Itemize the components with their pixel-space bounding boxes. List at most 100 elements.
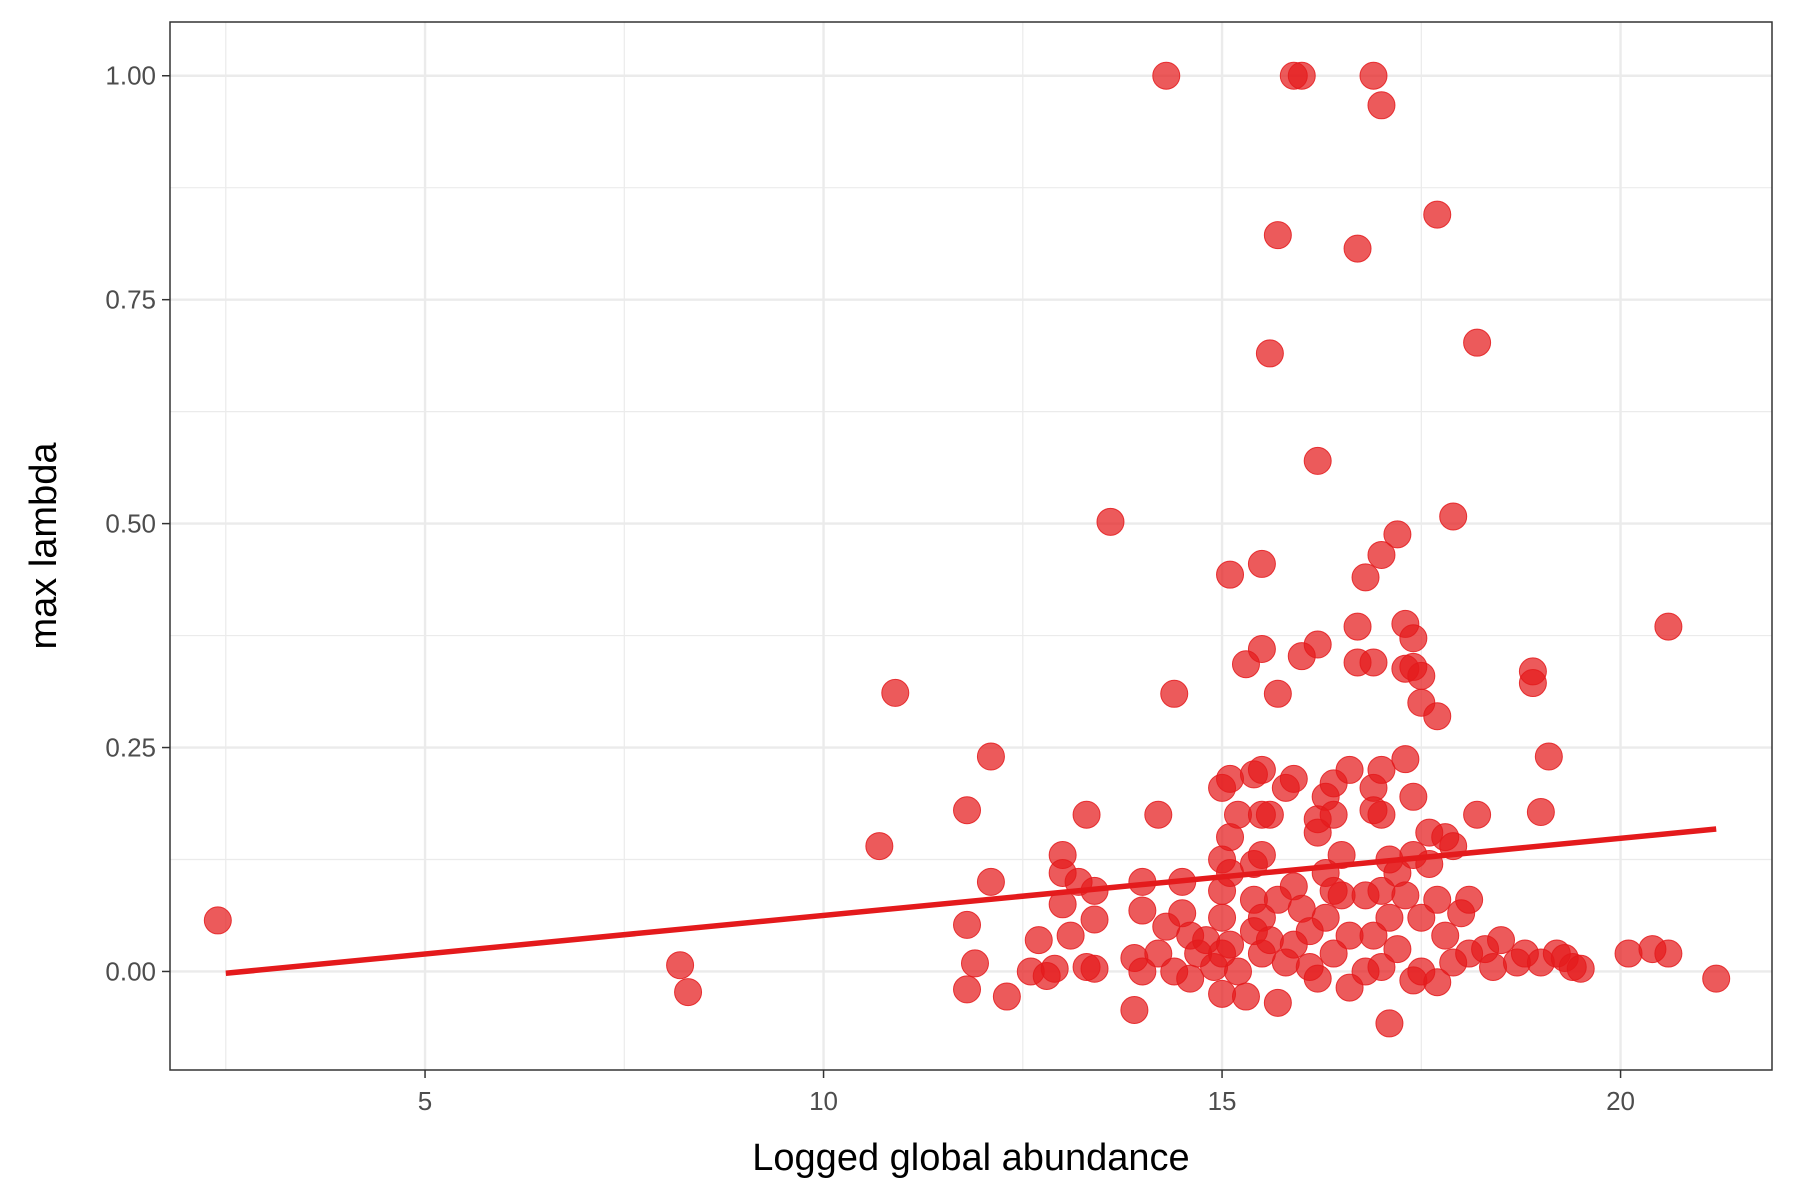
data-point bbox=[953, 910, 982, 939]
data-point bbox=[1359, 648, 1388, 677]
data-point bbox=[1216, 560, 1245, 589]
y-tick-label: 0.00 bbox=[105, 956, 156, 986]
data-point bbox=[1463, 800, 1492, 829]
data-point bbox=[992, 982, 1021, 1011]
y-axis-title: max lambda bbox=[23, 442, 65, 650]
data-point bbox=[1208, 979, 1237, 1008]
data-point bbox=[1247, 549, 1276, 578]
data-point bbox=[674, 978, 703, 1007]
data-point bbox=[1255, 926, 1284, 955]
data-point bbox=[1423, 885, 1452, 914]
data-point bbox=[953, 796, 982, 825]
data-point bbox=[1231, 982, 1260, 1011]
trend-line bbox=[225, 826, 1717, 976]
data-point bbox=[1423, 702, 1452, 731]
data-point bbox=[1343, 234, 1372, 263]
data-point bbox=[1407, 903, 1436, 932]
y-axis: 0.00 0.25 0.50 0.75 1.00 bbox=[105, 61, 170, 986]
data-point bbox=[1367, 800, 1396, 829]
data-point bbox=[1208, 903, 1237, 932]
data-point bbox=[1319, 800, 1348, 829]
data-point bbox=[1367, 91, 1396, 120]
data-point bbox=[1080, 905, 1109, 934]
data-point bbox=[1024, 926, 1053, 955]
data-point bbox=[1383, 935, 1412, 964]
data-point bbox=[1040, 954, 1069, 983]
data-point bbox=[203, 906, 232, 935]
data-point bbox=[1343, 612, 1372, 641]
y-tick-label: 1.00 bbox=[105, 61, 156, 91]
data-point bbox=[1654, 612, 1683, 641]
data-point bbox=[1096, 507, 1125, 536]
y-tick-label: 0.25 bbox=[105, 733, 156, 763]
data-point bbox=[1255, 339, 1284, 368]
data-point bbox=[1216, 930, 1245, 959]
data-point bbox=[1367, 952, 1396, 981]
data-point bbox=[1359, 921, 1388, 950]
data-point bbox=[1526, 798, 1555, 827]
x-tick-label: 10 bbox=[809, 1086, 838, 1116]
data-point bbox=[1303, 446, 1332, 475]
data-point bbox=[1224, 957, 1252, 986]
data-point bbox=[1335, 921, 1364, 950]
data-point bbox=[1216, 764, 1245, 793]
data-point bbox=[1319, 939, 1348, 968]
data-point bbox=[1128, 896, 1157, 925]
data-point bbox=[865, 832, 894, 861]
plot-panel bbox=[170, 22, 1772, 1070]
data-point bbox=[1327, 881, 1356, 910]
trend-line-group bbox=[225, 826, 1717, 976]
data-point bbox=[1367, 755, 1396, 784]
data-points bbox=[203, 61, 1731, 1038]
data-point bbox=[1367, 540, 1396, 569]
data-point bbox=[960, 949, 989, 978]
data-point bbox=[1144, 939, 1173, 968]
data-point bbox=[1479, 952, 1508, 981]
data-point bbox=[1176, 964, 1205, 993]
x-tick-label: 15 bbox=[1208, 1086, 1237, 1116]
data-point bbox=[1335, 755, 1364, 784]
data-point bbox=[1303, 630, 1332, 659]
x-axis-title: Logged global abundance bbox=[752, 1137, 1189, 1179]
data-point bbox=[1263, 221, 1292, 250]
data-point bbox=[1399, 624, 1428, 653]
data-point bbox=[666, 951, 695, 980]
data-point bbox=[1391, 881, 1420, 910]
data-point bbox=[1224, 800, 1252, 829]
data-point bbox=[1144, 800, 1173, 829]
data-point bbox=[1702, 964, 1731, 993]
data-point bbox=[1327, 841, 1356, 870]
data-point bbox=[1120, 995, 1149, 1024]
data-point bbox=[1487, 926, 1516, 955]
data-point bbox=[1080, 954, 1109, 983]
x-tick-label: 20 bbox=[1606, 1086, 1635, 1116]
data-point bbox=[1247, 635, 1276, 664]
data-point bbox=[1534, 742, 1563, 771]
data-point bbox=[953, 975, 982, 1004]
data-point bbox=[1518, 657, 1547, 686]
data-point bbox=[1279, 764, 1308, 793]
data-point bbox=[1056, 921, 1085, 950]
data-point bbox=[1303, 818, 1332, 847]
data-point bbox=[1439, 502, 1468, 531]
data-point bbox=[1303, 964, 1332, 993]
data-point bbox=[1455, 885, 1484, 914]
data-point bbox=[1407, 661, 1436, 690]
major-gridlines bbox=[170, 22, 1772, 1070]
data-point bbox=[1263, 679, 1292, 708]
data-point bbox=[1152, 61, 1181, 90]
data-point bbox=[976, 742, 1005, 771]
data-point bbox=[1072, 800, 1101, 829]
data-point bbox=[1351, 563, 1380, 592]
data-point bbox=[1255, 800, 1284, 829]
y-tick-label: 0.75 bbox=[105, 285, 156, 315]
data-point bbox=[1383, 520, 1412, 549]
minor-gridlines bbox=[170, 22, 1772, 1070]
data-point bbox=[1391, 745, 1420, 774]
plot-border bbox=[169, 21, 1773, 1071]
data-point bbox=[1566, 954, 1595, 983]
data-point bbox=[1160, 679, 1189, 708]
data-point bbox=[1375, 903, 1404, 932]
y-tick-label: 0.50 bbox=[105, 509, 156, 539]
